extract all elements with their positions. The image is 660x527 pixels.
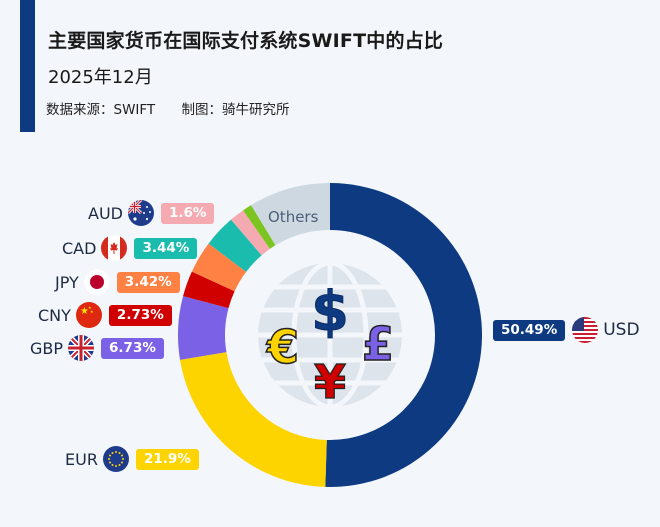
- yen-icon: ¥: [314, 355, 346, 409]
- segment-others: [251, 183, 330, 246]
- ca-flag-icon: [101, 235, 128, 261]
- segment-jpy: [191, 243, 247, 292]
- gbp-code: GBP: [30, 338, 64, 358]
- label-gbp: GBP 6.73%: [30, 335, 164, 361]
- label-usd: 50.49% USD: [493, 317, 640, 343]
- aud-value-badge: 1.6%: [160, 202, 215, 224]
- segment-eur: [180, 352, 327, 487]
- eur-code: EUR: [65, 449, 98, 469]
- au-flag-icon: [127, 200, 154, 226]
- segment-cny: [183, 271, 235, 309]
- svg-text:★: ★: [80, 306, 89, 317]
- chart-credit: 制图：骑牛研究所: [181, 102, 290, 118]
- segment-usd: [325, 183, 482, 487]
- label-aud: AUD 1.6%: [88, 200, 215, 226]
- uk-flag-icon: [68, 335, 95, 361]
- data-source: 数据来源：SWIFT: [46, 102, 156, 118]
- jpy-value-badge: 3.42%: [116, 271, 180, 293]
- segment-green: [243, 205, 276, 249]
- cny-value-badge: 2.73%: [108, 304, 172, 326]
- usd-code: USD: [603, 320, 640, 340]
- svg-text:★: ★: [90, 309, 94, 314]
- eu-flag-icon: [102, 446, 129, 472]
- gbp-value-badge: 6.73%: [101, 337, 164, 359]
- pound-icon: £: [362, 317, 394, 371]
- label-jpy: JPY 3.42%: [55, 269, 180, 295]
- cny-code: CNY: [38, 305, 71, 325]
- label-cad: CAD 3.44%: [62, 235, 198, 261]
- dollar-icon: $: [311, 280, 349, 343]
- globe-icon: [258, 260, 402, 410]
- accent-stripe: [20, 0, 35, 132]
- eur-value-badge: 21.9%: [135, 448, 199, 470]
- euro-icon: €: [266, 320, 299, 374]
- cad-code: CAD: [62, 238, 97, 258]
- cn-flag-icon: ★ ★ ★: [75, 302, 102, 328]
- label-cny: CNY ★ ★ ★ 2.73%: [38, 302, 172, 328]
- jp-flag-icon: [83, 269, 110, 295]
- others-label: Others: [268, 208, 319, 226]
- cad-value-badge: 3.44%: [134, 237, 198, 259]
- label-eur: EUR 21.9%: [65, 446, 199, 472]
- donut-segments: [178, 183, 482, 487]
- svg-text:★: ★: [88, 305, 92, 310]
- us-flag-icon: [572, 317, 599, 343]
- source-line: 数据来源：SWIFT 制图：骑牛研究所: [46, 98, 311, 118]
- jpy-code: JPY: [55, 272, 79, 292]
- chart-subtitle: 2025年12月: [48, 67, 153, 88]
- usd-value-badge: 50.49%: [493, 319, 566, 341]
- segment-aud: [230, 210, 270, 256]
- segment-gbp: [178, 296, 229, 360]
- aud-code: AUD: [88, 203, 123, 223]
- segment-cad: [208, 219, 262, 272]
- chart-title: 主要国家货币在国际支付系统SWIFT中的占比: [48, 30, 444, 52]
